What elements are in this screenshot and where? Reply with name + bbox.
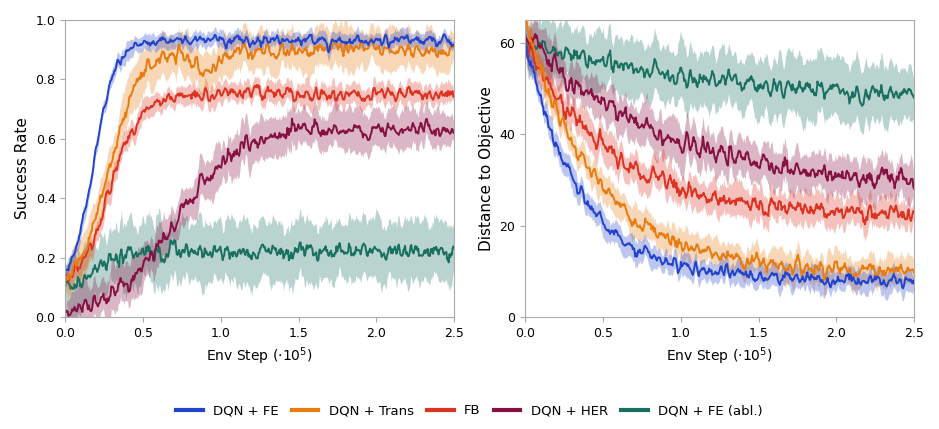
X-axis label: Env Step ($\cdot10^5$): Env Step ($\cdot10^5$): [207, 345, 313, 367]
Y-axis label: Distance to Objective: Distance to Objective: [479, 86, 494, 251]
Y-axis label: Success Rate: Success Rate: [15, 118, 30, 219]
X-axis label: Env Step ($\cdot10^5$): Env Step ($\cdot10^5$): [667, 345, 773, 367]
Legend: DQN + FE, DQN + Trans, FB, DQN + HER, DQN + FE (abl.): DQN + FE, DQN + Trans, FB, DQN + HER, DQ…: [171, 399, 768, 423]
